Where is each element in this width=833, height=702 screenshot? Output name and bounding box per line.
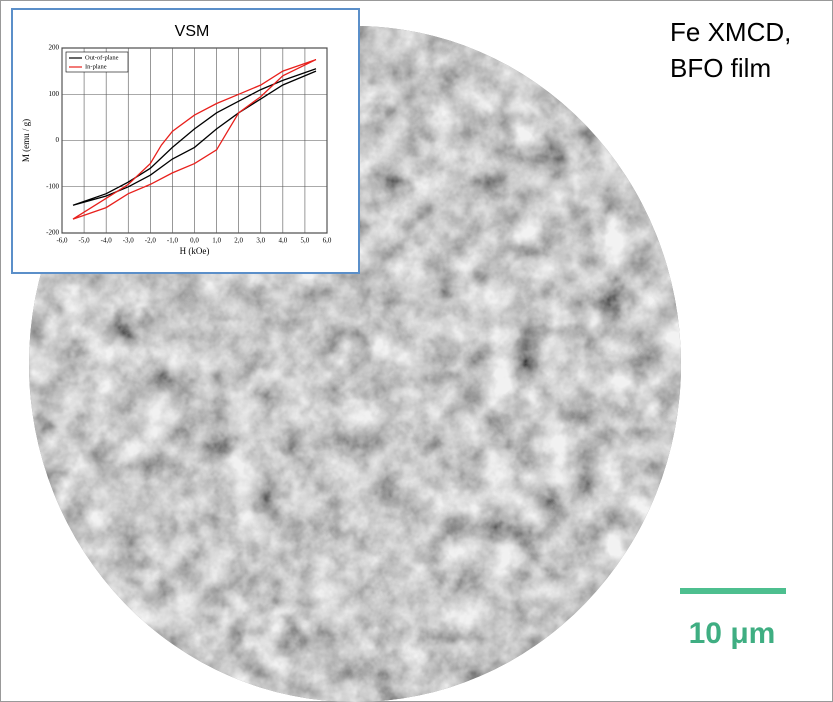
y-axis-label: M (emu / g) xyxy=(21,119,31,162)
x-tick-label: -4,0 xyxy=(101,237,113,245)
legend-label: In-plane xyxy=(85,63,107,70)
x-tick-label: 0,0 xyxy=(190,237,199,245)
x-tick-label: -1,0 xyxy=(167,237,179,245)
y-tick-label: 200 xyxy=(49,44,60,52)
y-tick-label: -100 xyxy=(46,182,59,190)
series-line xyxy=(72,58,317,220)
y-tick-label: 100 xyxy=(49,90,60,98)
scale-label: 10 μm xyxy=(689,617,776,650)
x-tick-label: -2,0 xyxy=(145,237,157,245)
y-tick-label: 0 xyxy=(56,136,60,144)
legend-label: Out-of-plane xyxy=(85,54,119,61)
x-tick-label: 6,0 xyxy=(323,237,332,245)
x-tick-label: 5,0 xyxy=(301,237,310,245)
x-tick-label: 4,0 xyxy=(278,237,287,245)
x-tick-label: -6,0 xyxy=(56,237,68,245)
x-tick-label: -5,0 xyxy=(79,237,91,245)
x-tick-label: 2,0 xyxy=(234,237,243,245)
figure-title: Fe XMCD, xyxy=(670,17,791,47)
x-tick-label: 3,0 xyxy=(256,237,265,245)
y-tick-label: -200 xyxy=(46,229,59,237)
figure-title: BFO film xyxy=(670,53,771,83)
x-axis-label: H (kOe) xyxy=(180,246,210,256)
series-line xyxy=(72,68,317,206)
chart-title: VSM xyxy=(175,23,210,40)
x-tick-label: -3,0 xyxy=(123,237,135,245)
x-tick-label: 1,0 xyxy=(212,237,221,245)
